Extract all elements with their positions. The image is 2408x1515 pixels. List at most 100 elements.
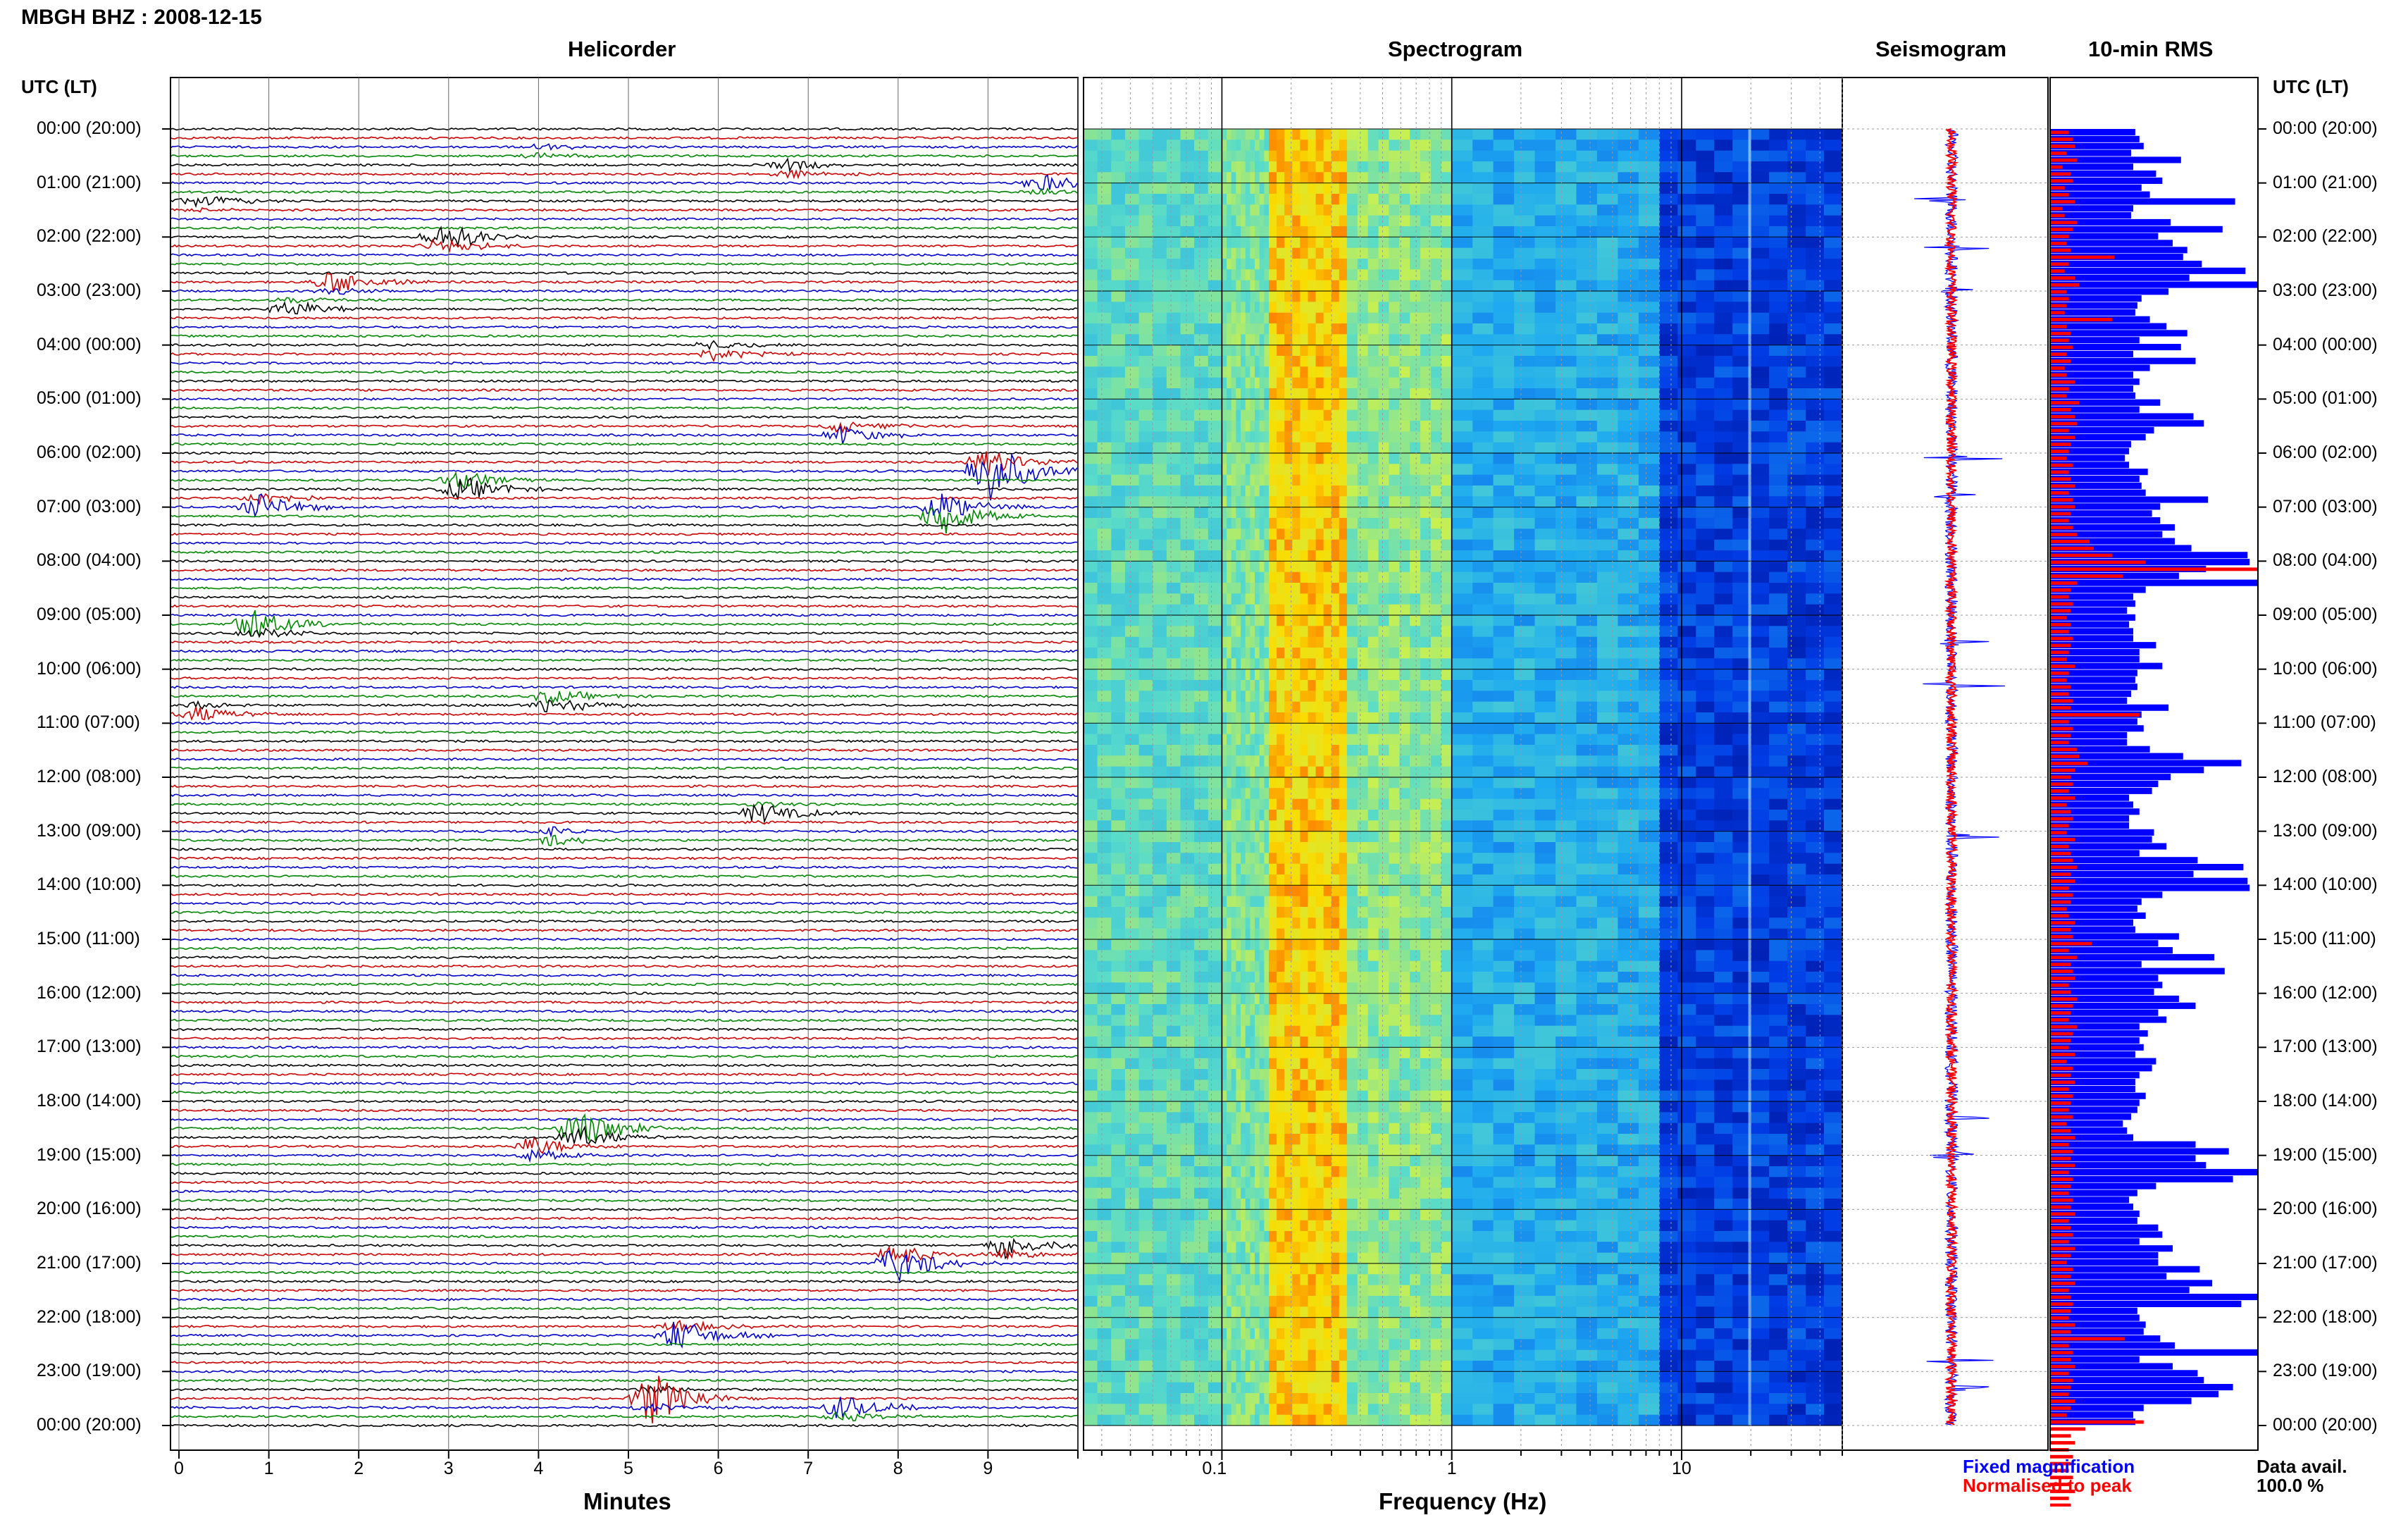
spectrogram-cell (1696, 691, 1715, 702)
spectrogram-cell (1153, 896, 1167, 908)
spectrogram-cell (1125, 216, 1139, 227)
spectrogram-cell (1358, 788, 1368, 799)
spectrogram-cell (1494, 810, 1515, 821)
spectrogram-cell (1714, 518, 1733, 529)
spectrogram-cell (1292, 755, 1301, 767)
spectrogram-cell (1677, 313, 1696, 324)
spectrogram-cell (1111, 831, 1125, 843)
spectrogram-cell (1787, 302, 1806, 313)
spectrogram-cell (1227, 475, 1231, 486)
spectrogram-cell (1292, 885, 1301, 896)
spectrogram-cell (1714, 755, 1733, 767)
spectrogram-cell (1194, 140, 1208, 151)
spectrogram-cell (1194, 550, 1208, 562)
spectrogram-cell (1260, 528, 1265, 540)
spectrogram-cell (1677, 475, 1696, 486)
spectrogram-cell (1639, 248, 1660, 259)
spectrogram-cell (1597, 540, 1618, 551)
spectrogram-cell (1410, 507, 1420, 519)
spectrogram-cell (1358, 648, 1368, 659)
spectrogram-cell (1339, 864, 1348, 875)
spectrogram-cell (1260, 453, 1265, 464)
spectrogram-cell (1368, 755, 1379, 767)
spectrogram-cell (1181, 702, 1195, 713)
spectrogram-cell (1332, 528, 1340, 540)
spectrogram-cell (1368, 961, 1379, 972)
spectrogram-cell (1269, 259, 1277, 270)
spectrogram-cell (1250, 593, 1255, 605)
spectrogram-cell (1420, 929, 1431, 940)
spectrogram-cell (1751, 637, 1770, 648)
spectrogram-cell (1236, 194, 1241, 205)
spectrogram-cell (1806, 226, 1825, 237)
spectrogram-cell (1714, 842, 1733, 853)
spectrogram-cell (1308, 637, 1317, 648)
spectrogram-cell (1410, 518, 1420, 529)
spectrogram-cell (1514, 453, 1535, 464)
spectrogram-cell (1084, 680, 1098, 691)
spectrogram-cell (1332, 269, 1340, 280)
spectrogram-cell (1368, 496, 1379, 507)
spectrogram-cell (1714, 831, 1733, 843)
spectrogram-cell (1250, 161, 1255, 173)
spectrogram-cell (1181, 788, 1195, 799)
spectrogram-cell (1236, 313, 1241, 324)
spectrogram-cell (1324, 605, 1332, 616)
spectrogram-cell (1441, 345, 1452, 357)
spectrogram-cell (1316, 745, 1324, 756)
spectrogram-cell (1246, 443, 1250, 454)
spectrogram-cell (1227, 313, 1231, 324)
spectrogram-cell (1452, 486, 1473, 497)
spectrogram-cell (1227, 615, 1231, 626)
spectrogram-cell (1431, 216, 1441, 227)
spectrogram-cell (1269, 755, 1277, 767)
spectrogram-cell (1194, 972, 1208, 983)
spectrogram-cell (1300, 356, 1308, 367)
spectrogram-cell (1255, 755, 1260, 767)
spectrogram-cell (1577, 464, 1598, 475)
spectrogram-cell (1264, 864, 1269, 875)
spectrogram-cell (1208, 994, 1222, 1005)
spectrogram-cell (1153, 486, 1167, 497)
spectrogram-cell (1347, 334, 1358, 345)
spectrogram-cell (1222, 929, 1227, 940)
spectrogram-cell (1231, 280, 1236, 292)
spectrogram-cell (1618, 896, 1639, 908)
spectrogram-cell (1714, 702, 1733, 713)
spectrogram-cell (1597, 658, 1618, 669)
spectrogram-cell (1098, 410, 1112, 421)
spectrogram-cell (1368, 194, 1379, 205)
spectrogram-cell (1431, 345, 1441, 357)
spectrogram-cell (1153, 518, 1167, 529)
spectrogram-cell (1577, 831, 1598, 843)
spectrogram-cell (1347, 723, 1358, 734)
spectrogram-cell (1472, 831, 1494, 843)
spectrogram-cell (1125, 864, 1139, 875)
spectrogram-cell (1618, 994, 1639, 1005)
spectrogram-cell (1347, 799, 1358, 810)
spectrogram-cell (1339, 755, 1348, 767)
spectrogram-cell (1787, 799, 1806, 810)
spectrogram-cell (1577, 356, 1598, 367)
helicorder-trace (170, 341, 1077, 349)
spectrogram-cell (1125, 561, 1139, 572)
spectrogram-cell (1577, 453, 1598, 464)
spectrogram-cell (1597, 129, 1618, 140)
spectrogram-cell (1332, 496, 1340, 507)
spectrogram-cell (1269, 885, 1277, 896)
spectrogram-cell (1696, 550, 1715, 562)
spectrogram-cell (1494, 853, 1515, 864)
spectrogram-cell (1324, 313, 1332, 324)
spectrogram-cell (1494, 561, 1515, 572)
spectrogram-cell (1441, 464, 1452, 475)
spectrogram-cell (1751, 183, 1770, 194)
spectrogram-cell (1292, 528, 1301, 540)
spectrogram-cell (1535, 712, 1556, 724)
spectrogram-cell (1098, 853, 1112, 864)
spectrogram-cell (1098, 820, 1112, 831)
spectrogram-cell (1347, 345, 1358, 357)
spectrogram-cell (1677, 637, 1696, 648)
spectrogram-cell (1250, 356, 1255, 367)
spectrogram-cell (1618, 431, 1639, 443)
spectrogram-cell (1084, 853, 1098, 864)
